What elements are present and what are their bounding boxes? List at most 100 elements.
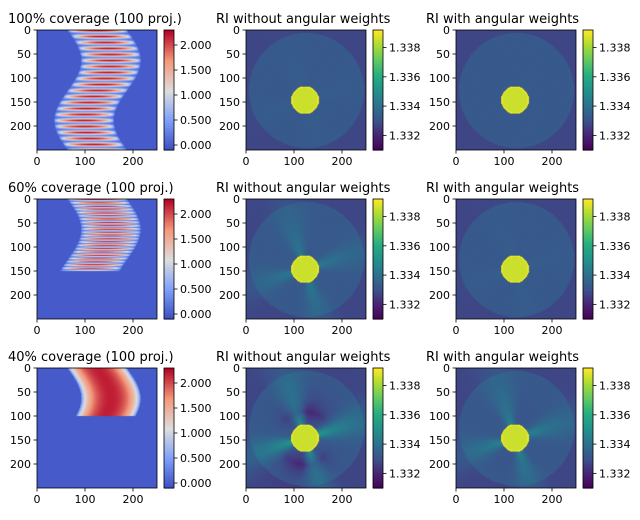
- colorbar-segment: [583, 247, 593, 250]
- colorbar-segment: [583, 142, 593, 145]
- colorbar-segment: [164, 388, 174, 391]
- colorbar-segment: [164, 223, 174, 226]
- colorbar-segment: [373, 478, 383, 481]
- colorbar-segment: [373, 199, 383, 202]
- colorbar-segment: [583, 289, 593, 292]
- colorbar-tick-label: 1.338: [599, 211, 631, 224]
- axes-frame: [455, 29, 577, 151]
- colorbar-tick-label: 1.336: [599, 409, 631, 422]
- heatmap-image: [37, 30, 157, 150]
- colorbar-segment: [373, 237, 383, 240]
- colorbar-segment: [373, 394, 383, 397]
- colorbar-segment: [373, 72, 383, 75]
- colorbar-segment: [164, 237, 174, 240]
- colorbar-segment: [373, 138, 383, 141]
- y-tick-label: 0: [24, 24, 31, 37]
- colorbar-segment: [164, 372, 174, 375]
- colorbar-segment: [583, 255, 593, 258]
- colorbar-segment: [583, 313, 593, 316]
- colorbar-segment: [373, 112, 383, 115]
- colorbar-segment: [583, 309, 593, 312]
- colorbar-segment: [164, 52, 174, 55]
- colorbar-segment: [373, 56, 383, 59]
- colorbar-segment: [164, 424, 174, 427]
- colorbar-segment: [583, 235, 593, 238]
- colorbar-segment: [583, 269, 593, 272]
- colorbar-segment: [373, 454, 383, 457]
- colorbar-segment: [583, 372, 593, 375]
- colorbar-segment: [373, 78, 383, 81]
- colorbar-segment: [583, 384, 593, 387]
- colorbar-segment: [373, 48, 383, 51]
- colorbar-segment: [164, 86, 174, 89]
- colorbar-segment: [373, 265, 383, 268]
- colorbar-segment: [583, 82, 593, 85]
- colorbar-segment: [583, 108, 593, 111]
- colorbar-segment: [583, 428, 593, 431]
- colorbar-tick-label: 1.332: [599, 129, 631, 142]
- colorbar-segment: [164, 317, 174, 320]
- colorbar-segment: [373, 245, 383, 248]
- colorbar-segment: [373, 146, 383, 149]
- y-tick-label: 100: [429, 241, 450, 254]
- x-tick-label: 0: [453, 324, 460, 337]
- colorbar-segment: [164, 46, 174, 49]
- colorbar-segment: [583, 478, 593, 481]
- colorbar-segment: [583, 215, 593, 218]
- colorbar-segment: [583, 102, 593, 105]
- colorbar-segment: [164, 134, 174, 137]
- colorbar-segment: [583, 305, 593, 308]
- colorbar-segment: [583, 426, 593, 429]
- colorbar-segment: [373, 261, 383, 264]
- y-tick-label: 150: [10, 434, 31, 447]
- colorbar-frame: [582, 29, 594, 151]
- colorbar-segment: [164, 104, 174, 107]
- colorbar-tick-label: 2.000: [180, 39, 212, 52]
- colorbar-segment: [164, 269, 174, 272]
- colorbar-segment: [373, 368, 383, 371]
- colorbar-segment: [164, 221, 174, 224]
- colorbar-segment: [164, 476, 174, 479]
- colorbar-segment: [164, 259, 174, 262]
- colorbar-segment: [583, 134, 593, 137]
- colorbar-segment: [583, 452, 593, 455]
- colorbar-tick-label: 1.000: [180, 89, 212, 102]
- x-tick-label: 0: [243, 324, 250, 337]
- colorbar-segment: [164, 70, 174, 73]
- colorbar-segment: [164, 426, 174, 429]
- heatmap-image: [246, 199, 366, 319]
- colorbar-segment: [373, 382, 383, 385]
- colorbar-segment: [373, 414, 383, 417]
- colorbar-segment: [164, 285, 174, 288]
- x-tick-label: 0: [453, 493, 460, 506]
- colorbar-segment: [164, 257, 174, 260]
- colorbar-segment: [373, 46, 383, 49]
- x-tick-label: 0: [34, 324, 41, 337]
- colorbar-segment: [164, 225, 174, 228]
- colorbar-segment: [164, 116, 174, 119]
- colorbar-segment: [164, 245, 174, 248]
- colorbar-segment: [373, 255, 383, 258]
- colorbar-segment: [583, 74, 593, 77]
- colorbar-segment: [373, 291, 383, 294]
- colorbar-segment: [164, 422, 174, 425]
- colorbar-segment: [164, 408, 174, 411]
- colorbar-segment: [583, 470, 593, 473]
- colorbar-segment: [164, 283, 174, 286]
- colorbar-segment: [164, 448, 174, 451]
- y-tick-label: 200: [219, 120, 240, 133]
- axes-frame: [245, 198, 367, 320]
- y-tick-label: 100: [219, 241, 240, 254]
- colorbar-segment: [583, 32, 593, 35]
- colorbar-segment: [583, 370, 593, 373]
- colorbar-segment: [164, 30, 174, 33]
- colorbar-segment: [164, 215, 174, 218]
- colorbar-segment: [583, 406, 593, 409]
- colorbar-segment: [164, 402, 174, 405]
- colorbar-segment: [164, 394, 174, 397]
- colorbar-segment: [583, 261, 593, 264]
- colorbar-segment: [583, 394, 593, 397]
- colorbar-segment: [164, 293, 174, 296]
- colorbar-tick-label: 1.338: [389, 211, 421, 224]
